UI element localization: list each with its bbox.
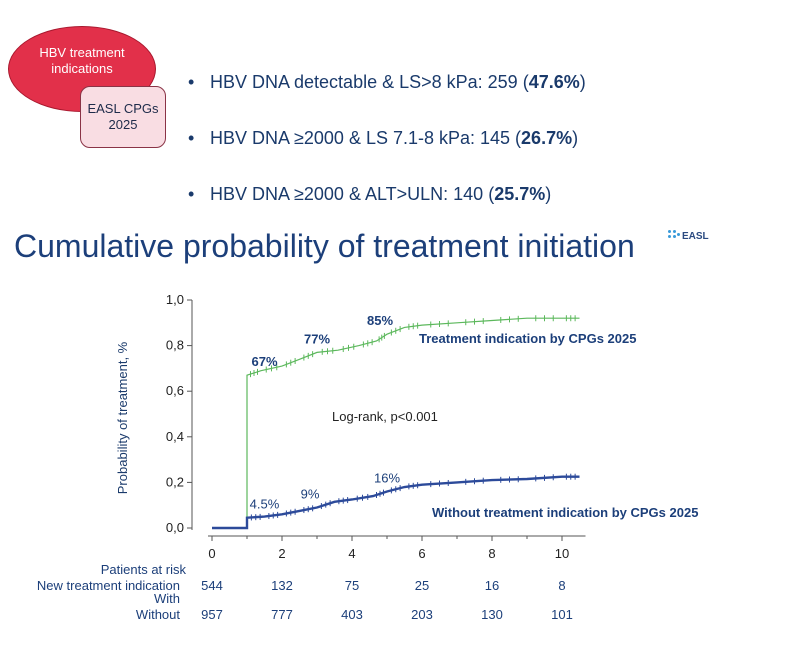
bullet-icon: • [188,184,195,204]
log-rank-annotation: Log-rank, p<0.001 [332,409,438,424]
easl-logo-icon [668,230,680,242]
y-tick-label: 0,8 [166,338,184,353]
easl-logo: EASL [668,230,709,242]
criteria-item: • HBV DNA ≥2000 & ALT>ULN: 140 (25.7%) [188,184,552,204]
risk-row-label: New treatment indication [37,578,180,593]
criteria-item: • HBV DNA detectable & LS>8 kPa: 259 (47… [188,72,586,92]
point-label: 9% [301,486,320,501]
risk-value: 8 [558,578,565,593]
y-tick-label: 1,0 [166,292,184,307]
y-tick-label: 0,4 [166,429,184,444]
point-label: 4.5% [250,497,280,512]
easl-cpgs-badge: EASL CPGs 2025 [80,86,166,148]
y-tick-label: 0,2 [166,474,184,489]
risk-value: 132 [271,578,293,593]
y-tick-label: 0,0 [166,520,184,535]
x-tick-label: 8 [488,546,495,561]
point-label: 85% [367,313,393,328]
point-label: 16% [374,471,400,486]
criteria-item: • HBV DNA ≥2000 & LS 7.1-8 kPa: 145 (26.… [188,128,579,148]
y-axis-label: Probability of treatment, % [115,341,130,494]
risk-table-title: Patients at risk [101,562,187,577]
x-tick-label: 4 [348,546,355,561]
risk-value: 16 [485,578,499,593]
x-tick-label: 6 [418,546,425,561]
x-tick-label: 2 [278,546,285,561]
bullet-icon: • [188,72,195,92]
series-label-treatment: Treatment indication by CPGs 2025 [419,331,636,346]
bullet-icon: • [188,128,195,148]
point-label: 67% [251,354,277,369]
x-tick-label: 0 [208,546,215,561]
risk-value: 25 [415,578,429,593]
criteria-list: • HBV DNA detectable & LS>8 kPa: 259 (47… [188,70,586,238]
point-label: 77% [304,331,330,346]
risk-value: 75 [345,578,359,593]
risk-value: 403 [341,607,363,622]
series-label-without: Without treatment indication by CPGs 202… [432,505,698,520]
y-tick-label: 0,6 [166,383,184,398]
risk-value: 203 [411,607,433,622]
risk-value: 544 [201,578,223,593]
easl-logo-text: EASL [682,230,709,242]
km-chart: Probability of treatment, % 0,0 0,2 0,4 0,6… [37,292,699,622]
risk-value: 777 [271,607,293,622]
risk-value: 130 [481,607,503,622]
page-title: Cumulative probability of treatment init… [14,228,635,264]
risk-value: 957 [201,607,223,622]
risk-value: 101 [551,607,573,622]
risk-row-label: Without [136,607,180,622]
x-tick-label: 10 [555,546,569,561]
badge-secondary-label: EASL CPGs 2025 [87,101,159,132]
risk-row-label: With [154,591,180,606]
badge-primary-label: HBV treatment indications [39,45,125,76]
